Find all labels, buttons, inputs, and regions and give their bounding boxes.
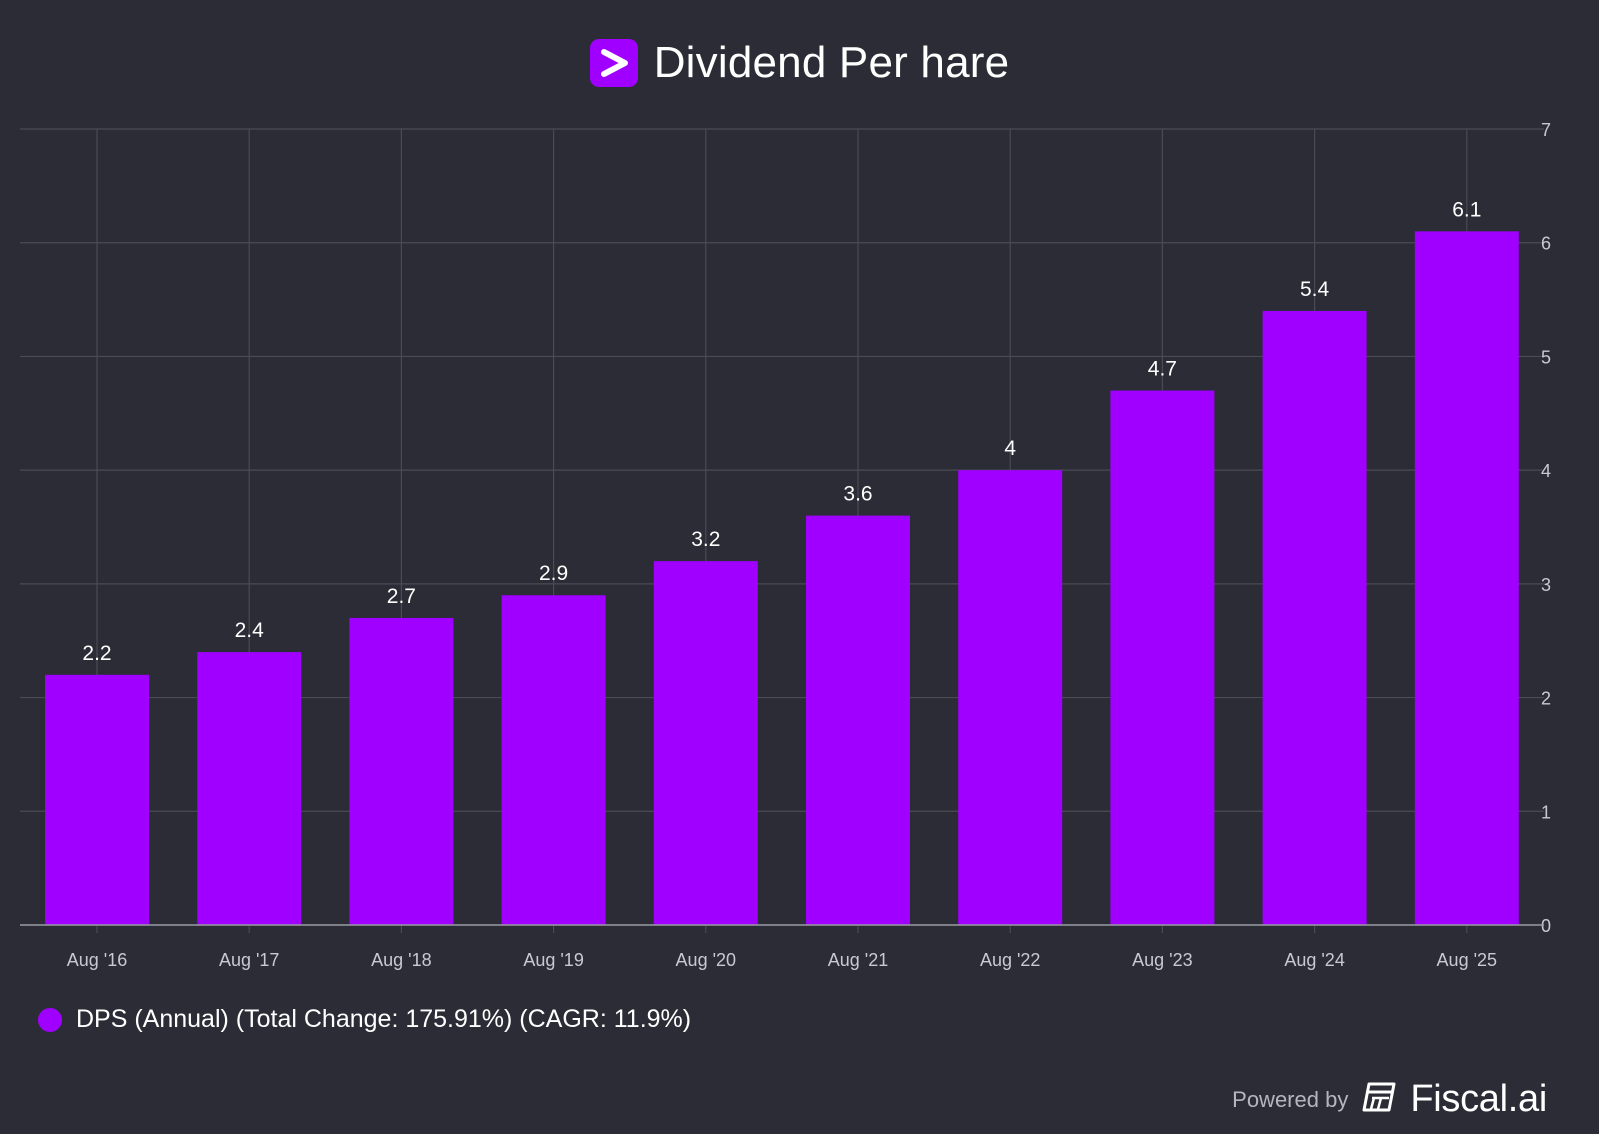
data-label: 5.4 — [1300, 278, 1330, 301]
bar[interactable] — [1262, 310, 1367, 925]
y-tick-label: 4 — [1541, 461, 1551, 481]
data-label: 3.2 — [691, 528, 720, 551]
bar[interactable] — [45, 674, 149, 925]
data-label: 2.7 — [387, 585, 416, 608]
legend[interactable]: DPS (Annual) (Total Change: 175.91%) (CA… — [38, 1005, 691, 1034]
x-tick-label: Aug '23 — [1132, 950, 1193, 970]
x-tick-label: Aug '25 — [1437, 950, 1498, 970]
x-tick-label: Aug '21 — [828, 950, 889, 970]
bar-layer — [45, 231, 1519, 926]
y-tick-label: 1 — [1541, 802, 1551, 822]
y-tick-label: 2 — [1541, 689, 1551, 709]
data-label: 6.1 — [1452, 198, 1481, 221]
x-tick-label: Aug '19 — [523, 950, 584, 970]
y-tick-label: 5 — [1541, 347, 1551, 367]
legend-marker — [38, 1007, 62, 1032]
bar[interactable] — [653, 561, 758, 925]
y-tick-label: 6 — [1541, 234, 1551, 254]
bar[interactable] — [197, 652, 302, 925]
data-label: 2.9 — [539, 562, 568, 585]
y-tick-label: 7 — [1541, 120, 1551, 140]
x-tick-label: Aug '22 — [980, 950, 1041, 970]
powered-by[interactable]: Powered by Fiscal.ai — [1232, 1078, 1547, 1121]
y-tick-label: 0 — [1541, 916, 1551, 936]
bar[interactable] — [349, 617, 454, 925]
bar[interactable] — [1110, 390, 1215, 925]
x-tick-label: Aug '20 — [676, 950, 737, 970]
fiscal-logo-icon — [1360, 1080, 1398, 1119]
brand-name: Fiscal.ai — [1410, 1078, 1547, 1120]
powered-by-label: Powered by — [1232, 1086, 1349, 1112]
bar[interactable] — [1414, 231, 1519, 926]
x-tick-label: Aug '18 — [371, 950, 432, 970]
x-tick-label: Aug '24 — [1284, 950, 1345, 970]
x-tick-label: Aug '17 — [219, 950, 280, 970]
data-label: 3.6 — [843, 483, 872, 506]
bar[interactable] — [501, 595, 606, 925]
bar[interactable] — [958, 470, 1063, 925]
data-label: 4.7 — [1148, 358, 1177, 381]
legend-label: DPS (Annual) (Total Change: 175.91%) (CA… — [76, 1005, 692, 1033]
data-label-layer: 2.2 2.4 2.7 2.9 3.2 3.6 4 4.7 5.4 6.1 — [82, 198, 1481, 664]
chart-header: Dividend Per hare — [0, 28, 1599, 98]
bar[interactable] — [806, 515, 910, 925]
y-tick-label: 3 — [1541, 575, 1551, 595]
data-label: 2.4 — [235, 619, 265, 642]
plot-area: 2.2 2.4 2.7 2.9 3.2 3.6 4 4.7 5.4 6.1 0 1 2 3 4 5 6 7 Aug… — [20, 120, 1551, 970]
data-label: 4 — [1004, 437, 1016, 460]
chevron-right-icon — [589, 39, 638, 87]
data-label: 2.2 — [82, 642, 111, 665]
x-tick-label: Aug '16 — [67, 950, 128, 970]
chart-title: Dividend Per hare — [653, 38, 1010, 87]
axis-layer: 0 1 2 3 4 5 6 7 Aug '16 Aug '17 Aug '18 Aug '19 Aug … — [20, 120, 1551, 970]
